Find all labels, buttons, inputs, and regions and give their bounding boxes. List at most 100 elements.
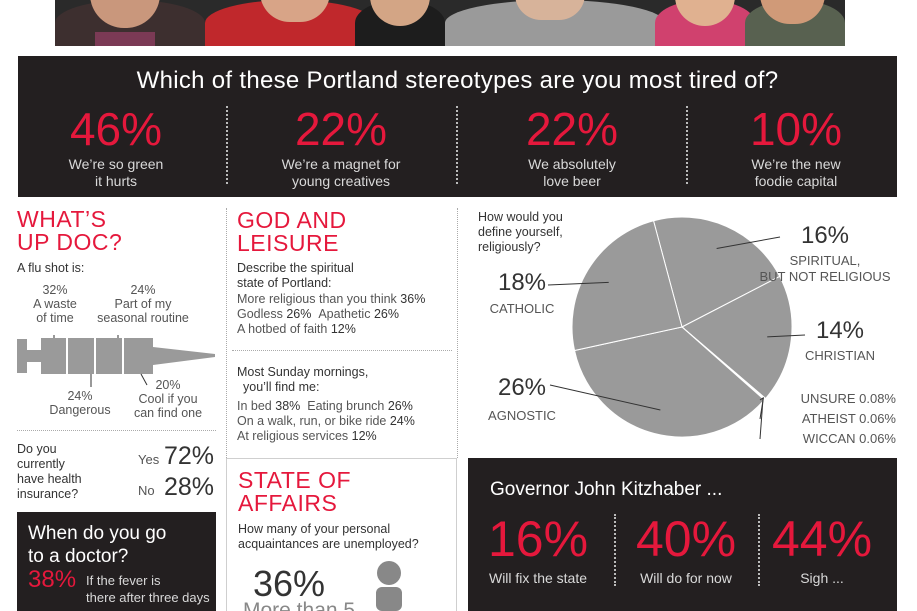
pie-label-text: SPIRITUAL, bbox=[790, 253, 861, 268]
stat-label-line: it hurts bbox=[94, 173, 137, 189]
stereotype-stat: 22% We absolutely love beer bbox=[472, 106, 672, 190]
sunday-answer-row: At religious services 12% bbox=[237, 429, 452, 444]
person-photo bbox=[355, 0, 445, 46]
insurance-no: No 28% bbox=[138, 473, 218, 502]
section-title-line: AFFAIRS bbox=[238, 490, 338, 516]
dotted-column-divider bbox=[457, 208, 458, 458]
syringe-graphic bbox=[17, 335, 215, 387]
pie-slice-label: 18% CATHOLIC bbox=[490, 269, 609, 316]
stereotypes-question: Which of these Portland stereotypes are … bbox=[136, 67, 779, 94]
insurance-question-line: have health bbox=[17, 472, 82, 486]
flu-answer-line: can find one bbox=[133, 406, 203, 420]
flu-answer-line: seasonal routine bbox=[97, 311, 189, 325]
flu-answer: 32% A waste of time bbox=[25, 283, 85, 325]
stat-label: We’re a magnet for young creatives bbox=[241, 156, 441, 190]
pie-slice-label: 26% AGNOSTIC bbox=[488, 374, 661, 423]
section-title-line: STATE OF bbox=[238, 467, 352, 493]
stat-percent: 22% bbox=[294, 103, 388, 155]
dotted-divider bbox=[758, 514, 760, 586]
answer-label: In bed bbox=[237, 399, 272, 413]
stat-percent: 22% bbox=[525, 103, 619, 155]
person-photo bbox=[745, 0, 845, 46]
section-title-line: WHAT’S bbox=[17, 206, 107, 232]
pie-slice bbox=[573, 326, 766, 438]
stat-label-line: We’re the new bbox=[751, 156, 841, 172]
stereotypes-banner: Which of these Portland stereotypes are … bbox=[18, 56, 897, 197]
section-title-line: UP DOC? bbox=[17, 229, 123, 255]
stereotype-stat: 22% We’re a magnet for young creatives bbox=[241, 106, 441, 190]
section-title-doc: WHAT’S UP DOC? bbox=[17, 208, 217, 254]
stat-percent: 10% bbox=[749, 103, 843, 155]
stereotype-stat: 46% We’re so green it hurts bbox=[16, 106, 216, 190]
pie-slice bbox=[652, 216, 781, 328]
insurance-question: Do you currently have health insurance? bbox=[17, 442, 127, 502]
sunday-question: Most Sunday mornings, you’ll find me: bbox=[237, 365, 368, 395]
dotted-divider bbox=[686, 106, 688, 184]
pie-label-text: WICCAN 0.06% bbox=[803, 431, 897, 446]
religion-question-line: define yourself, bbox=[478, 225, 563, 239]
answer-value: 36% bbox=[400, 292, 426, 306]
flu-answer: 24% Part of my seasonal routine bbox=[88, 283, 198, 325]
stat-label: We’re the new foodie capital bbox=[696, 156, 896, 190]
flu-answer-line: A waste bbox=[33, 297, 77, 311]
header-photo-strip bbox=[55, 0, 845, 46]
insurance-no-value: 28% bbox=[164, 473, 215, 501]
answer-label: More religious than you think bbox=[237, 292, 397, 306]
state-of-affairs-box: STATE OF AFFAIRS How many of your person… bbox=[226, 458, 457, 611]
dotted-divider bbox=[456, 106, 458, 184]
pie-label-pct: 16% bbox=[801, 222, 849, 249]
spiritual-answer-row: A hotbed of faith 12% bbox=[237, 322, 452, 337]
insurance-no-label: No bbox=[138, 483, 155, 498]
governor-stat: 16% Will fix the state bbox=[468, 514, 608, 586]
religion-question: How would you define yourself, religious… bbox=[478, 210, 588, 255]
dotted-divider bbox=[226, 106, 228, 184]
spiritual-question: Describe the spiritual state of Portland… bbox=[237, 261, 354, 291]
unemployed-question-line: How many of your personal bbox=[238, 522, 391, 536]
stat-percent: 46% bbox=[69, 103, 163, 155]
pie-slice-label: UNSURE 0.08% bbox=[759, 391, 896, 406]
flu-answer-pct: 24% bbox=[130, 283, 156, 297]
pie-slice-label: 16% SPIRITUAL,BUT NOT RELIGIOUS bbox=[716, 222, 891, 284]
answer-label: On a walk, run, or bike ride bbox=[237, 414, 387, 428]
governor-stat: 40% Will do for now bbox=[616, 514, 756, 586]
insurance-yes-value: 72% bbox=[164, 442, 215, 470]
answer-label: A hotbed of faith bbox=[237, 322, 328, 336]
governor-stat-pct: 16% bbox=[487, 511, 589, 567]
spiritual-question-line: state of Portland: bbox=[237, 276, 332, 290]
pie-slice-label: WICCAN 0.06% bbox=[759, 398, 897, 446]
unemployed-question: How many of your personal acquaintances … bbox=[238, 522, 419, 552]
flu-answer: 24% Dangerous bbox=[40, 389, 120, 417]
governor-title: Governor John Kitzhaber ... bbox=[490, 479, 723, 500]
pie-leader-line bbox=[547, 281, 609, 286]
insurance-question-line: Do you bbox=[17, 442, 57, 456]
stat-label-line: young creatives bbox=[291, 173, 391, 189]
spiritual-question-line: Describe the spiritual bbox=[237, 261, 354, 275]
dotted-divider bbox=[614, 514, 616, 586]
pie-label-text: BUT NOT RELIGIOUS bbox=[760, 269, 891, 284]
insurance-yes: Yes 72% bbox=[138, 442, 218, 471]
stat-label-line: We’re so green bbox=[68, 156, 164, 172]
stat-label-line: We’re a magnet for bbox=[281, 156, 401, 172]
stereotype-stat: 10% We’re the new foodie capital bbox=[696, 106, 896, 190]
answer-label: Godless bbox=[237, 307, 283, 321]
dotted-column-divider bbox=[226, 208, 227, 458]
spiritual-answer-row: More religious than you think 36% bbox=[237, 292, 452, 307]
answer-value: 12% bbox=[351, 429, 377, 443]
governor-stat-label: Will fix the state bbox=[488, 570, 588, 586]
answer-label: At religious services bbox=[237, 429, 349, 443]
insurance-question-line: currently bbox=[17, 457, 65, 471]
governor-stat-label: Sigh ... bbox=[800, 570, 844, 586]
governor-stat-pct: 40% bbox=[635, 511, 737, 567]
answer-value: 24% bbox=[389, 414, 415, 428]
stat-label-line: We absolutely bbox=[528, 156, 616, 172]
section-title-line: GOD AND bbox=[237, 207, 347, 233]
pie-leader-line bbox=[716, 236, 781, 249]
doctor-visit-pct: 38% bbox=[28, 566, 77, 593]
sunday-question-line: Most Sunday mornings, bbox=[237, 365, 369, 379]
dotted-separator bbox=[232, 350, 452, 351]
doctor-visit-question-line: to a doctor? bbox=[28, 546, 129, 567]
flu-shot-question: A flu shot is: bbox=[17, 261, 85, 275]
pie-label-pct: 14% bbox=[816, 317, 864, 344]
doctor-visit-answer-line: If the fever is bbox=[86, 573, 161, 588]
insurance-yes-label: Yes bbox=[138, 452, 160, 467]
